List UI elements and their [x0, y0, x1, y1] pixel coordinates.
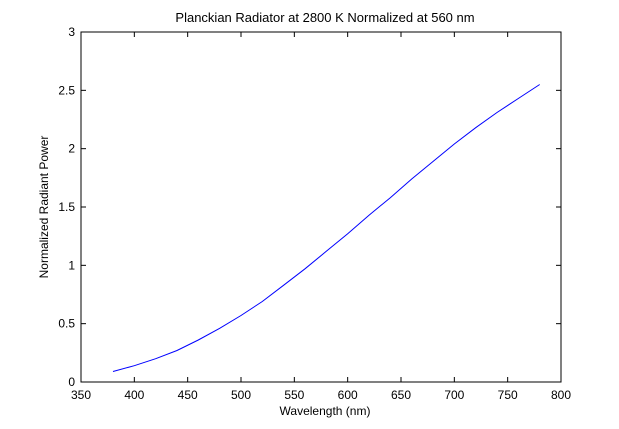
- x-tick-label: 700: [444, 388, 464, 402]
- x-tick-label: 500: [231, 388, 251, 402]
- x-tick-label: 750: [498, 388, 518, 402]
- y-tick-label: 0.5: [58, 317, 75, 331]
- x-tick-label: 600: [338, 388, 358, 402]
- y-tick-label: 3: [68, 25, 75, 39]
- x-tick-label: 650: [391, 388, 411, 402]
- y-tick-label: 2.5: [58, 83, 75, 97]
- x-tick-label: 350: [71, 388, 91, 402]
- tick-labels: 350 400 450 500 550 600 650 700 750 800 0 0.5 1 1.5 2 2…: [58, 25, 571, 402]
- axis-ticks: [80, 31, 562, 383]
- x-tick-label: 550: [284, 388, 304, 402]
- x-axis-label: Wavelength (nm): [280, 404, 371, 418]
- x-tick-label: 800: [551, 388, 571, 402]
- y-tick-label: 0: [68, 375, 75, 389]
- y-tick-label: 1: [68, 258, 75, 272]
- y-tick-label: 1.5: [58, 200, 75, 214]
- plot-frame: [80, 31, 562, 383]
- x-tick-label: 400: [124, 388, 144, 402]
- series-line: [112, 84, 540, 372]
- y-tick-label: 2: [68, 142, 75, 156]
- x-tick-label: 450: [178, 388, 198, 402]
- y-axis-label: Normalized Radiant Power: [37, 136, 51, 279]
- chart-title: Planckian Radiator at 2800 K Normalized …: [175, 10, 474, 25]
